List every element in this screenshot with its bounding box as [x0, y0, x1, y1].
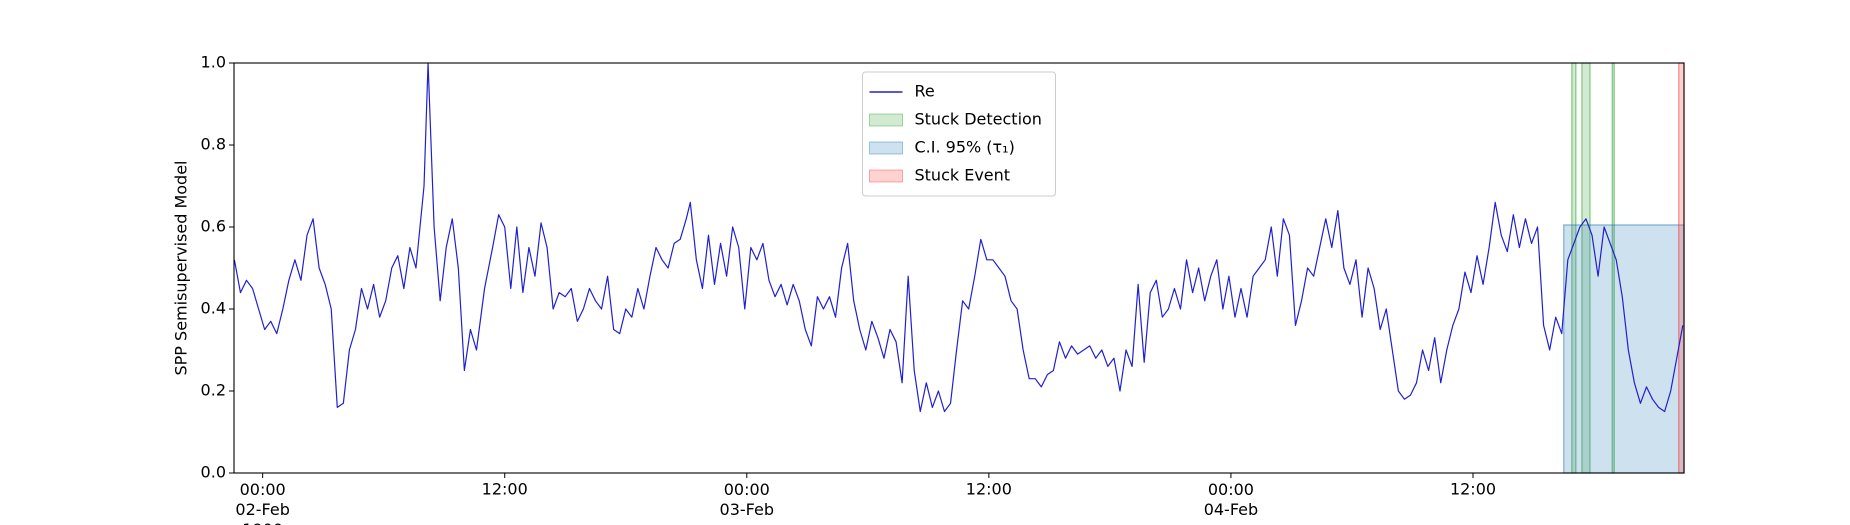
legend-swatch: [869, 113, 903, 127]
y-axis-label: SPP Semisupervised Model: [172, 161, 191, 376]
data-line: [233, 62, 1684, 413]
y-tick-label: 0.8: [201, 135, 226, 154]
legend-label: Re: [915, 82, 935, 101]
y-tick-label: 0.6: [201, 217, 226, 236]
legend-box: [862, 71, 1056, 197]
y-tick-label: 1.0: [201, 53, 226, 72]
legend-label: C.I. 95% (τ₁): [915, 138, 1015, 157]
y-tick-label: 0.0: [201, 463, 226, 482]
x-tick-label: 00:00 04-Feb: [1204, 480, 1258, 519]
y-tick-label: 0.4: [201, 299, 226, 318]
plot-frame: [233, 62, 1685, 474]
legend-swatch: [869, 141, 903, 155]
x-tick-label: 12:00: [482, 480, 528, 499]
legend-swatch: [869, 169, 903, 183]
band: [1563, 224, 1685, 474]
y-tick-label: 0.2: [201, 381, 226, 400]
x-tick-label: 12:00: [966, 480, 1012, 499]
legend-label: Stuck Event: [915, 166, 1011, 185]
x-tick-label: 00:00 03-Feb: [720, 480, 774, 519]
x-tick-label: 12:00: [1450, 480, 1496, 499]
legend: Re Stuck Detection C.I. 95% (τ₁) Stuck Even…: [862, 71, 1056, 197]
band: [1678, 62, 1685, 474]
legend-label: Stuck Detection: [915, 110, 1042, 129]
